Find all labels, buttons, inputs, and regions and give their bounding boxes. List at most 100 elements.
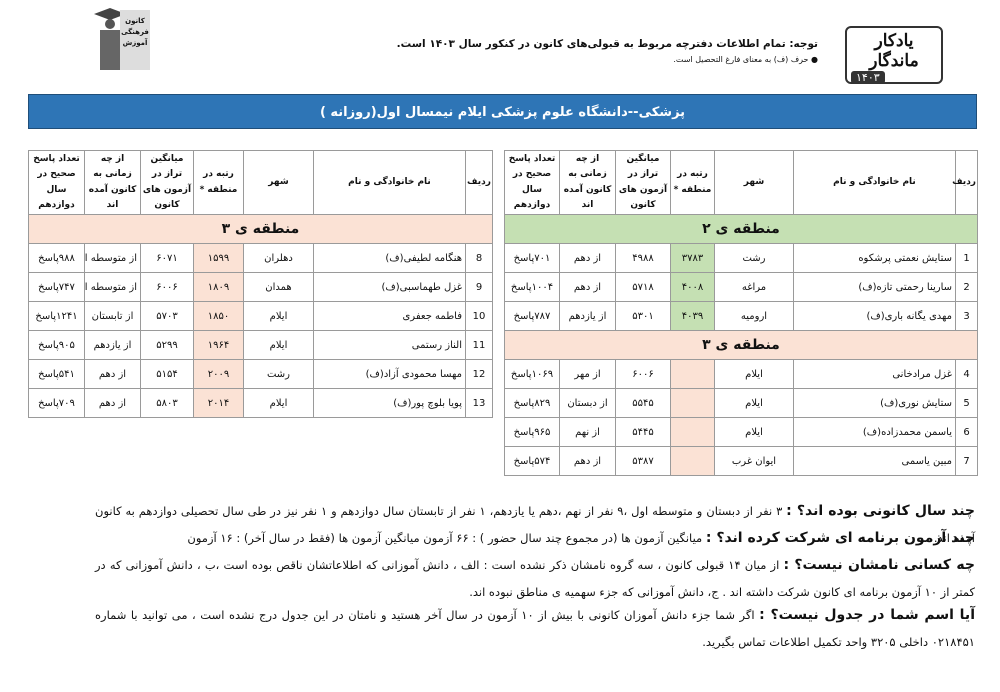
data-row: 7 مبین یاسمی ایوان غرب ۵۳۸۷ از دهم ۵۷۴پاسخ <box>504 446 978 477</box>
student-name: غزل مرادخانی <box>793 359 956 390</box>
row-number: 11 <box>465 330 493 361</box>
average-score: ۶۰۰۶ <box>615 359 671 390</box>
city: ایلام <box>243 388 314 419</box>
rank: ۲۰۱۴ <box>193 388 244 419</box>
column-header: نام خانوادگی و نام <box>313 149 466 216</box>
city: ایلام <box>714 417 794 448</box>
column-header: نام خانوادگی و نام <box>793 149 956 216</box>
data-row: 13 پویا بلوچ پور(ف) ایلام ۲۰۱۴ ۵۸۰۳ از دهم ۷۰۹… <box>28 388 493 419</box>
zone-row: منطقه ی ۲ <box>504 214 978 245</box>
faq-question: چند سال کانونی بوده اند؟ : <box>786 503 975 519</box>
column-header: شهر <box>714 149 794 216</box>
row-number: 6 <box>955 417 978 448</box>
city: ایلام <box>243 301 314 332</box>
correct-answers: ۷۰۹پاسخ <box>28 388 85 419</box>
rank: ۳۷۸۳ <box>670 243 715 274</box>
column-header: رتبه در منطقه * <box>193 149 244 216</box>
correct-answers: ۹۰۵پاسخ <box>28 330 85 361</box>
correct-answers: ۱۰۰۴پاسخ <box>504 272 560 303</box>
correct-answers: ۵۴۱پاسخ <box>28 359 85 390</box>
rank: ۲۰۰۹ <box>193 359 244 390</box>
note: ● حرف (ف) به معنای فارغ التحصیل است. <box>673 55 818 64</box>
rank: ۱۵۹۹ <box>193 243 244 274</box>
start-time: از دبستان <box>559 388 616 419</box>
table-right: ردیف نام خانوادگی و نام شهر رتبه در منطقه *… <box>504 149 978 477</box>
results-table: ردیف نام خانوادگی و نام شهر رتبه در منطقه *… <box>28 149 493 419</box>
faq-answer: میانگین آزمون ها (در مجموع چند سال حضور … <box>187 531 703 545</box>
rank <box>670 446 715 477</box>
student-name: الناز رستمی <box>313 330 466 361</box>
average-score: ۵۵۴۵ <box>615 388 671 419</box>
city: ایلام <box>714 359 794 390</box>
start-time: از یازدهم <box>559 301 616 332</box>
zone-label: منطقه ی ۳ <box>28 214 493 245</box>
student-name: هنگامه لطیفی(ف) <box>313 243 466 274</box>
faq-question: آیا اسم شما در جدول نیست؟ : <box>759 607 975 623</box>
student-name: ستایش نعمتی پرشکوه <box>793 243 956 274</box>
row-number: 1 <box>955 243 978 274</box>
city: دهلران <box>243 243 314 274</box>
city: رشت <box>243 359 314 390</box>
student-name: پویا بلوچ پور(ف) <box>313 388 466 419</box>
rank: ۴۰۳۹ <box>670 301 715 332</box>
row-number: 8 <box>465 243 493 274</box>
column-header: تعداد پاسخ صحیح در سال دوازدهم <box>28 149 85 216</box>
header-row: ردیف نام خانوادگی و نام شهر رتبه در منطقه *… <box>504 149 978 216</box>
column-header: از چه زمانی به کانون آمده اند <box>559 149 616 216</box>
data-row: 10 فاطمه جعفری ایلام ۱۸۵۰ ۵۷۰۳ از تابستان ۱۲۴۱… <box>28 301 493 332</box>
results-table: ردیف نام خانوادگی و نام شهر رتبه در منطقه *… <box>504 149 978 477</box>
correct-answers: ۸۲۹پاسخ <box>504 388 560 419</box>
faq-item: آیا اسم شما در جدول نیست؟ : اگر شما جزء … <box>95 602 975 656</box>
city: ایلام <box>243 330 314 361</box>
row-number: 3 <box>955 301 978 332</box>
student-name: غزل طهماسبی(ف) <box>313 272 466 303</box>
faq-question: چه کسانی نامشان نیست؟ : <box>783 557 976 573</box>
student-name: مبین یاسمی <box>793 446 956 477</box>
row-number: 12 <box>465 359 493 390</box>
column-header: ردیف <box>465 149 493 216</box>
row-number: 4 <box>955 359 978 390</box>
data-row: 5 ستایش نوری(ف) ایلام ۵۵۴۵ از دبستان ۸۲۹پاسخ <box>504 388 978 419</box>
left-logo: کانون فرهنگی آموزش <box>82 2 154 74</box>
banner-title: پزشکی--دانشگاه علوم پزشکی ایلام نیمسال ا… <box>28 94 977 129</box>
data-row: 8 هنگامه لطیفی(ف) دهلران ۱۵۹۹ ۶۰۷۱ از متوسطه … <box>28 243 493 274</box>
city: مراغه <box>714 272 794 303</box>
zone-row: منطقه ی ۳ <box>504 330 978 361</box>
student-name: فاطمه جعفری <box>313 301 466 332</box>
city: همدان <box>243 272 314 303</box>
correct-answers: ۹۶۵پاسخ <box>504 417 560 448</box>
average-score: ۵۴۴۵ <box>615 417 671 448</box>
start-time: از متوسطه اول <box>84 243 141 274</box>
faq-answer: از میان ۱۴ قبولی کانون ، سه گروه نامشان … <box>95 558 975 599</box>
rank <box>670 388 715 419</box>
average-score: ۵۳۸۷ <box>615 446 671 477</box>
correct-answers: ۱۰۶۹پاسخ <box>504 359 560 390</box>
row-number: 10 <box>465 301 493 332</box>
start-time: از دهم <box>559 446 616 477</box>
correct-answers: ۵۷۴پاسخ <box>504 446 560 477</box>
table-left: ردیف نام خانوادگی و نام شهر رتبه در منطقه *… <box>28 149 493 419</box>
city: رشت <box>714 243 794 274</box>
correct-answers: ۷۸۷پاسخ <box>504 301 560 332</box>
data-row: 6 یاسمن محمدزاده(ف) ایلام ۵۴۴۵ از نهم ۹۶۵پاسخ <box>504 417 978 448</box>
start-time: از دهم <box>84 388 141 419</box>
correct-answers: ۹۸۸پاسخ <box>28 243 85 274</box>
city: ایوان غرب <box>714 446 794 477</box>
row-number: 2 <box>955 272 978 303</box>
average-score: ۶۰۷۱ <box>140 243 194 274</box>
start-time: از تابستان <box>84 301 141 332</box>
average-score: ۶۰۰۶ <box>140 272 194 303</box>
student-name: مهدی یگانه باری(ف) <box>793 301 956 332</box>
column-header: تعداد پاسخ صحیح در سال دوازدهم <box>504 149 560 216</box>
left-logo-text: کانون فرهنگی آموزش <box>121 17 149 47</box>
average-score: ۵۸۰۳ <box>140 388 194 419</box>
row-number: 13 <box>465 388 493 419</box>
logo: یادکار ماندگار ۱۴۰۳ <box>845 26 943 84</box>
faq-answer: ۳ نفر از دبستان و متوسطه اول ،۹ نفر از ن… <box>95 504 975 545</box>
start-time: از دهم <box>559 243 616 274</box>
faq-answer: اگر شما جزء دانش آموزان کانونی با بیش از… <box>95 608 975 649</box>
column-header: ردیف <box>952 149 978 216</box>
column-header: شهر <box>243 149 314 216</box>
logo-icon <box>94 8 150 70</box>
